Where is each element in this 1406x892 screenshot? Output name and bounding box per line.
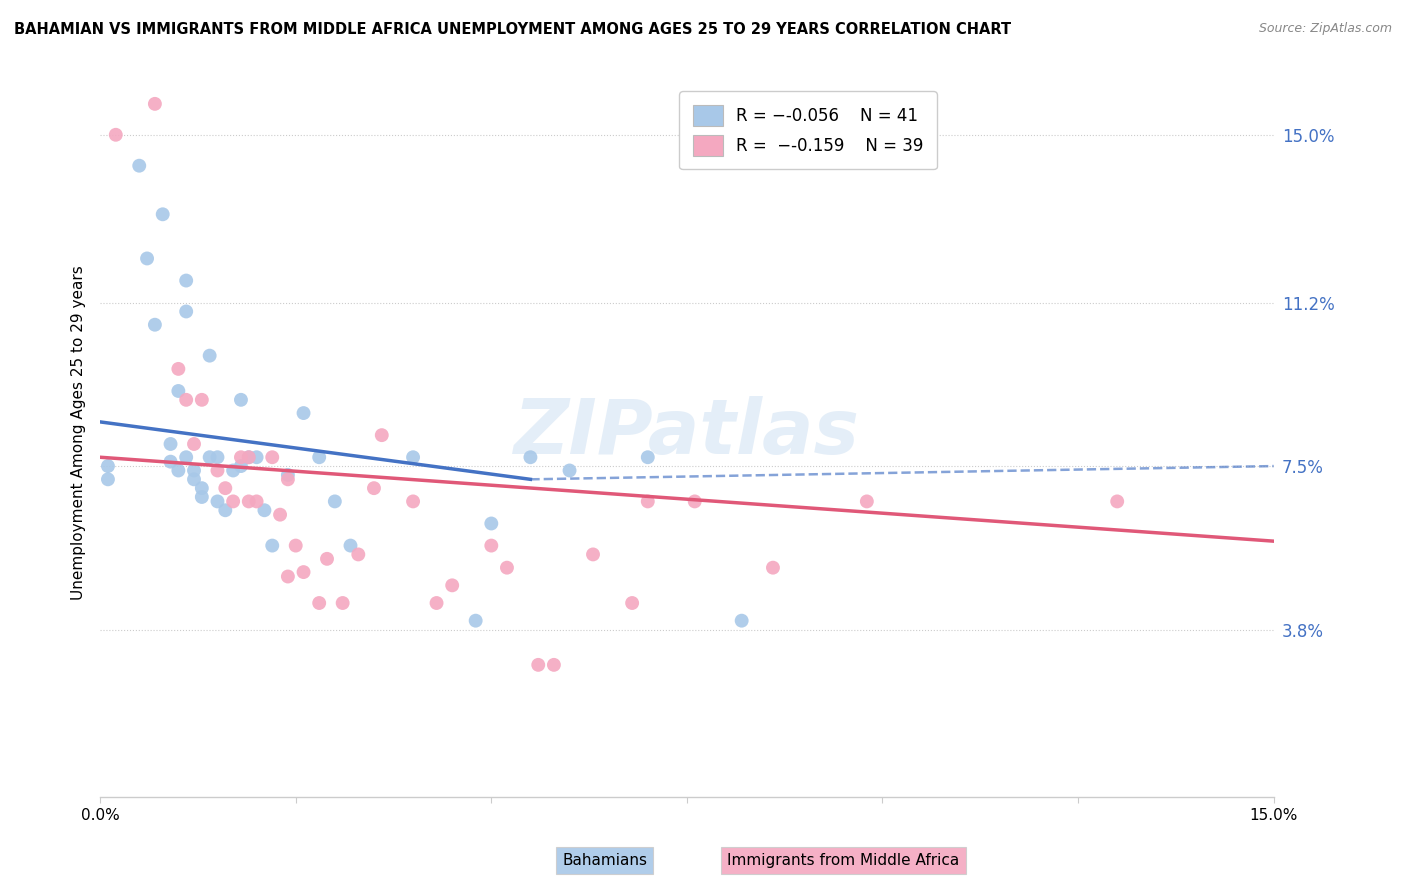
Point: [191, 490, 214, 504]
Point: [527, 657, 550, 672]
Legend: R = −-0.056    N = 41, R =  −-0.159    N = 39: R = −-0.056 N = 41, R = −-0.159 N = 39: [679, 92, 936, 169]
Point: [191, 481, 214, 495]
Point: [222, 494, 245, 508]
Point: [323, 494, 346, 508]
Point: [246, 494, 269, 508]
Point: [191, 392, 214, 407]
Point: [183, 463, 205, 477]
Point: [104, 128, 127, 142]
Point: [621, 596, 644, 610]
Text: BAHAMIAN VS IMMIGRANTS FROM MIDDLE AFRICA UNEMPLOYMENT AMONG AGES 25 TO 29 YEARS: BAHAMIAN VS IMMIGRANTS FROM MIDDLE AFRIC…: [14, 22, 1011, 37]
Point: [167, 384, 190, 398]
Point: [308, 596, 330, 610]
Text: Bahamians: Bahamians: [562, 854, 647, 868]
Point: [425, 596, 447, 610]
Point: [97, 472, 120, 486]
Point: [183, 472, 205, 486]
Point: [277, 467, 299, 482]
Point: [637, 494, 659, 508]
Point: [402, 494, 425, 508]
Point: [262, 539, 284, 553]
Point: [637, 450, 659, 465]
Point: [159, 455, 181, 469]
Point: [731, 614, 754, 628]
Point: [198, 349, 221, 363]
Point: [214, 481, 236, 495]
Point: [229, 450, 252, 465]
Point: [277, 472, 299, 486]
Point: [262, 450, 284, 465]
Y-axis label: Unemployment Among Ages 25 to 29 years: Unemployment Among Ages 25 to 29 years: [72, 266, 86, 600]
Point: [464, 614, 486, 628]
Point: [292, 565, 315, 579]
Point: [1107, 494, 1129, 508]
Point: [479, 539, 502, 553]
Point: [183, 437, 205, 451]
Point: [363, 481, 385, 495]
Point: [222, 463, 245, 477]
Point: [207, 450, 229, 465]
Point: [332, 596, 354, 610]
Point: [207, 463, 229, 477]
Point: [174, 392, 197, 407]
Point: [229, 459, 252, 474]
Point: [582, 548, 605, 562]
Point: [371, 428, 394, 442]
Point: [143, 318, 166, 332]
Point: [174, 304, 197, 318]
Point: [167, 362, 190, 376]
Point: [238, 494, 260, 508]
Point: [543, 657, 565, 672]
Point: [152, 207, 174, 221]
Point: [347, 548, 370, 562]
Point: [253, 503, 276, 517]
Text: Source: ZipAtlas.com: Source: ZipAtlas.com: [1258, 22, 1392, 36]
Point: [143, 96, 166, 111]
Point: [316, 551, 339, 566]
Point: [238, 450, 260, 465]
Point: [238, 450, 260, 465]
Point: [207, 494, 229, 508]
Text: Immigrants from Middle Africa: Immigrants from Middle Africa: [727, 854, 960, 868]
Point: [558, 463, 581, 477]
Point: [339, 539, 361, 553]
Point: [246, 450, 269, 465]
Point: [277, 569, 299, 583]
Point: [174, 450, 197, 465]
Point: [269, 508, 291, 522]
Point: [292, 406, 315, 420]
Point: [128, 159, 150, 173]
Point: [762, 560, 785, 574]
Point: [683, 494, 706, 508]
Point: [229, 392, 252, 407]
Point: [496, 560, 519, 574]
Point: [167, 463, 190, 477]
Text: ZIPatlas: ZIPatlas: [515, 396, 860, 470]
Point: [308, 450, 330, 465]
Point: [198, 450, 221, 465]
Point: [856, 494, 879, 508]
Point: [97, 459, 120, 474]
Point: [441, 578, 464, 592]
Point: [479, 516, 502, 531]
Point: [136, 252, 159, 266]
Point: [284, 539, 307, 553]
Point: [214, 503, 236, 517]
Point: [402, 450, 425, 465]
Point: [159, 437, 181, 451]
Point: [174, 274, 197, 288]
Point: [519, 450, 541, 465]
